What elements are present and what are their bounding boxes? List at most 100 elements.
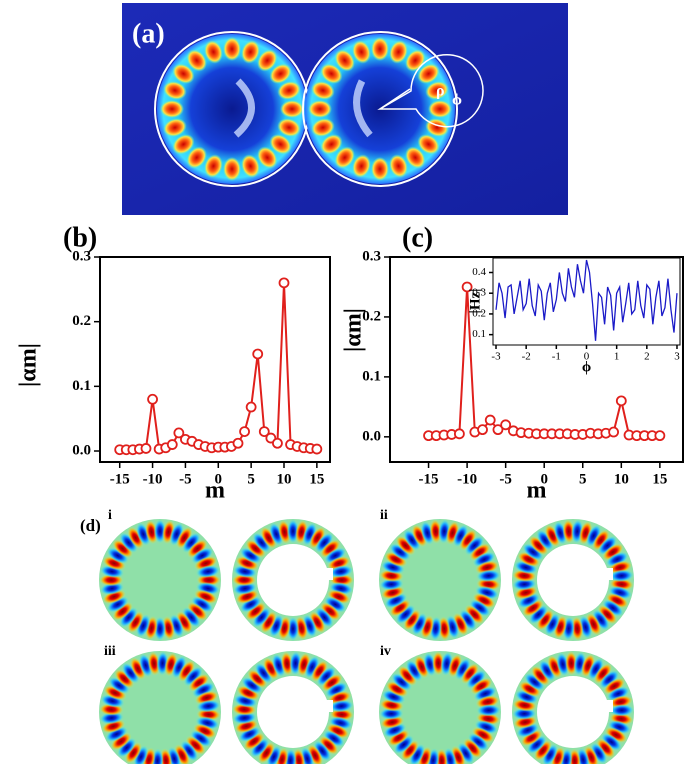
field-lobe	[308, 100, 332, 118]
field-lobe	[405, 659, 423, 682]
field-lobe	[371, 157, 389, 181]
field-lobe	[243, 732, 265, 751]
field-lobe	[385, 681, 409, 697]
field-lobe	[182, 532, 201, 553]
data-point	[461, 281, 473, 293]
field-lobe	[241, 677, 263, 694]
x-tick-label: 0	[540, 471, 548, 487]
field-lobe	[609, 704, 634, 717]
panel-label: (b)	[63, 222, 97, 253]
y-tick-label: 0.2	[72, 313, 91, 329]
field-lobe	[334, 49, 355, 72]
field-lobe	[352, 154, 371, 178]
field-lobe	[524, 673, 545, 691]
field-lobe	[409, 743, 425, 764]
field-lobe	[597, 604, 618, 625]
field-lobe	[196, 699, 221, 713]
field-lobe	[182, 607, 201, 628]
field-lobe	[127, 611, 144, 634]
x-tick-label: 15	[652, 471, 667, 487]
field-lobe	[334, 146, 355, 169]
y-tick-label: 0.4	[472, 266, 486, 278]
field-lobe	[125, 742, 142, 764]
field-lobe	[247, 669, 268, 689]
x-tick-label: -10	[457, 471, 477, 487]
panel-label: (c)	[402, 222, 433, 253]
field-lobe	[534, 740, 552, 761]
field-lobe	[112, 602, 133, 621]
field-lobe	[594, 663, 612, 684]
field-lobe	[238, 726, 261, 742]
field-lobe	[425, 81, 449, 100]
field-lobe	[417, 134, 440, 155]
field-lobe	[263, 657, 279, 680]
field-lobe	[204, 154, 223, 178]
field-lobe	[531, 665, 550, 686]
rho-line	[379, 88, 411, 110]
hole-boundary	[377, 54, 484, 128]
field-lobe	[522, 543, 544, 561]
field-lobe	[602, 599, 624, 617]
data-line	[119, 282, 317, 451]
data-point	[147, 393, 158, 405]
field-lobe	[185, 735, 206, 755]
field-lobe	[323, 730, 345, 747]
y-tick-label: 0.1	[472, 328, 486, 340]
field-lobe	[269, 63, 292, 84]
field-lobe	[389, 154, 408, 178]
data-point	[615, 395, 627, 407]
data-point	[500, 419, 512, 431]
x-tick-label: -5	[179, 471, 192, 487]
notch	[293, 700, 333, 712]
field-lobe	[188, 673, 210, 692]
sub-label: iv	[380, 644, 391, 659]
x-tick-label: 10	[614, 471, 629, 487]
annotation: ρ	[436, 83, 445, 100]
field-lobe	[601, 733, 622, 751]
field-lobe	[160, 100, 184, 118]
data-point	[484, 414, 496, 426]
field-lobe	[114, 669, 135, 689]
field-lobe	[260, 611, 277, 634]
x-tick-label: 3	[674, 351, 680, 363]
x-tick-label: 5	[579, 471, 587, 487]
field-lobe	[592, 609, 610, 631]
field-lobe	[277, 118, 301, 137]
notch	[573, 568, 613, 580]
field-lobe	[174, 744, 190, 764]
field-lobe	[119, 607, 138, 628]
field-lobe	[320, 602, 341, 621]
panel-a-fields	[154, 31, 484, 187]
x-tick-label: -10	[143, 471, 163, 487]
data-point	[166, 439, 178, 450]
field-lobe	[528, 604, 549, 625]
field-lobe	[405, 146, 426, 169]
field-lobe	[180, 740, 199, 762]
x-tick-label: -5	[499, 471, 512, 487]
field-lobe	[254, 662, 273, 684]
x-tick-label: -1	[552, 351, 561, 363]
field-lobe	[328, 565, 354, 578]
rotation-arrow	[233, 78, 255, 138]
field-lobe	[260, 526, 277, 549]
plot-frame	[389, 256, 684, 463]
sub-label: i	[108, 508, 112, 523]
y-axis-label: |αm|	[16, 343, 42, 387]
field-lobe	[307, 744, 323, 764]
field-lobe	[471, 727, 495, 743]
field-lobe	[172, 63, 195, 84]
field-lobe	[469, 599, 491, 617]
data-point	[239, 426, 250, 438]
annotation: ϕ	[452, 92, 462, 109]
field-lobe	[428, 100, 452, 118]
field-lobe	[324, 547, 347, 564]
y-axis-label: |Hz|	[467, 289, 483, 314]
y-tick-label: 0.2	[362, 308, 381, 324]
field-lobe	[609, 569, 634, 582]
data-point	[140, 443, 152, 454]
field-lobe	[588, 657, 604, 681]
field-lobe	[526, 735, 547, 754]
field-lobe	[130, 657, 146, 680]
field-lobe	[252, 532, 271, 553]
